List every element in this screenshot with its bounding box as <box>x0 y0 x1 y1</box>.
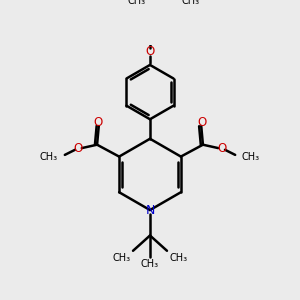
Text: O: O <box>197 116 207 129</box>
Text: N: N <box>145 203 155 217</box>
Text: CH₃: CH₃ <box>112 253 130 263</box>
Text: CH₃: CH₃ <box>242 152 260 162</box>
Text: O: O <box>93 116 103 129</box>
Text: O: O <box>218 142 227 154</box>
Text: CH₃: CH₃ <box>169 253 188 263</box>
Text: O: O <box>73 142 82 154</box>
Text: CH₃: CH₃ <box>182 0 200 6</box>
Text: CH₃: CH₃ <box>128 0 146 6</box>
Text: O: O <box>146 45 154 58</box>
Text: CH₃: CH₃ <box>40 152 58 162</box>
Text: CH₃: CH₃ <box>141 259 159 269</box>
